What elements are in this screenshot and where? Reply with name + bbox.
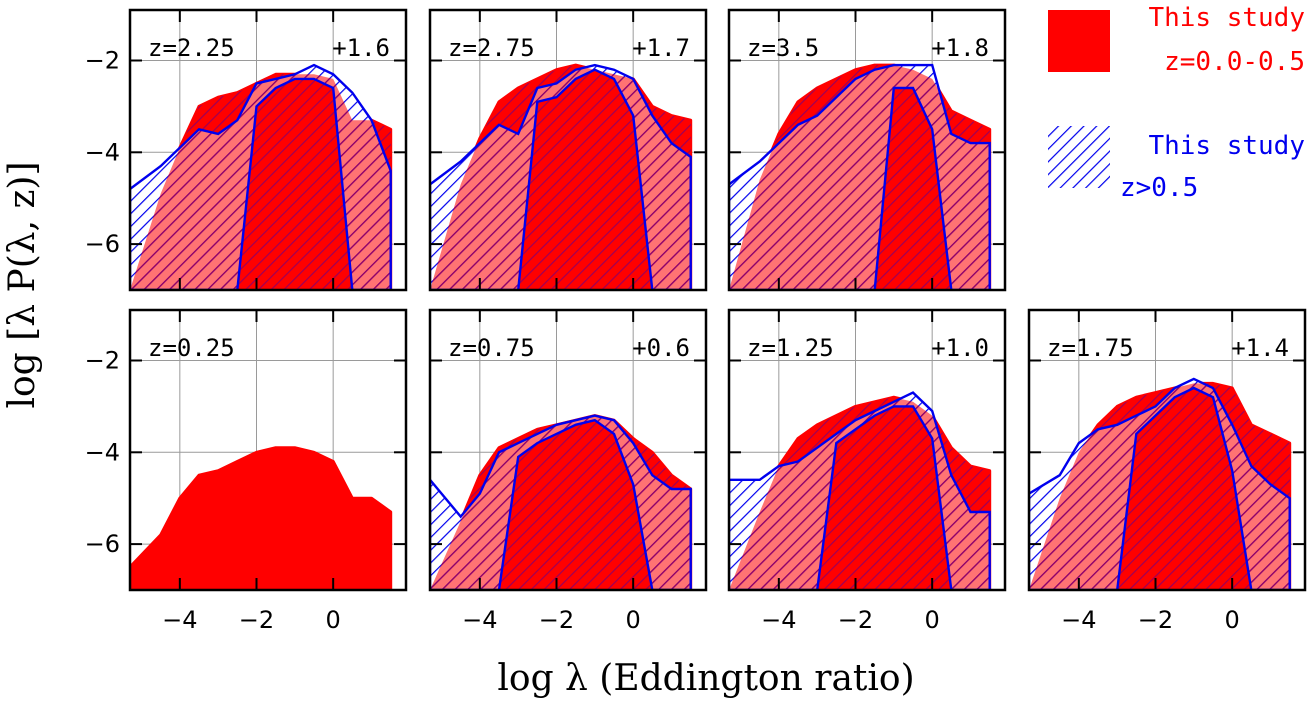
panel-z-label: z=2.25 <box>148 34 235 62</box>
panels-group: −6−4−2 z=2.25 +1.6 z=2.75 +1.7 z=3.5 +1.8−6−4−… <box>85 8 1307 634</box>
legend-red-line2: z=0.0-0.5 <box>1164 47 1305 77</box>
panel-3: z=3.5 +1.8 <box>727 8 1007 292</box>
blue-band-outline <box>729 63 991 290</box>
y-tick-label: −6 <box>85 230 120 258</box>
panel-z-label: z=1.75 <box>1047 334 1134 362</box>
x-tick-label: 0 <box>925 606 940 634</box>
legend-blue-line2: z>0.5 <box>1120 173 1198 203</box>
x-tick-label: −2 <box>239 606 274 634</box>
data-area <box>1029 377 1292 590</box>
panel-offset-label: +0.6 <box>632 334 690 362</box>
panel-frame <box>128 8 408 292</box>
panel-z-label: z=0.75 <box>448 334 535 362</box>
panel-offset-label: +1.8 <box>931 34 989 62</box>
legend-swatch-red <box>1048 10 1110 72</box>
red-tint-overlay <box>130 74 391 290</box>
panel-frame <box>727 8 1007 292</box>
panel-z-label: z=1.25 <box>747 334 834 362</box>
panel-offset-label: +1.7 <box>632 34 690 62</box>
x-tick-label: −4 <box>162 606 197 634</box>
red-tint-overlay <box>430 415 691 590</box>
legend-red-line1: This study <box>1148 3 1305 33</box>
data-area <box>130 63 393 290</box>
y-tick-label: −6 <box>85 530 120 558</box>
blue-band-outline <box>430 414 692 590</box>
x-tick-label: −4 <box>462 606 497 634</box>
x-tick-label: 0 <box>626 606 641 634</box>
blue-band-outline <box>430 63 692 290</box>
panel-2: z=2.75 +1.7 <box>428 8 708 292</box>
red-tint-overlay <box>729 397 990 590</box>
panel-frame <box>1027 308 1307 592</box>
red-band <box>130 446 393 590</box>
y-tick-label: −4 <box>85 138 120 166</box>
panel-z-label: z=2.75 <box>448 34 535 62</box>
x-tick-label: −2 <box>539 606 574 634</box>
panel-7: −4 −2 0 z=1.75 +1.4 <box>1027 308 1307 634</box>
x-tick-label: −4 <box>1061 606 1096 634</box>
x-tick-label: −2 <box>838 606 873 634</box>
x-tick-label: −4 <box>761 606 796 634</box>
y-tick-label: −4 <box>85 438 120 466</box>
red-tint-overlay <box>1029 383 1290 590</box>
data-area <box>130 446 393 590</box>
data-area <box>430 414 693 590</box>
y-tick-label: −2 <box>85 346 120 374</box>
x-tick-label: 0 <box>1225 606 1240 634</box>
blue-band-outline <box>729 391 991 590</box>
blue-band-outline <box>1029 377 1291 590</box>
panel-1: −6 −4 −2 z=2.25 +1.6 <box>85 8 408 292</box>
blue-band-outline <box>130 63 392 290</box>
panel-frame <box>428 8 708 292</box>
data-area <box>729 63 992 290</box>
panel-frame <box>428 308 708 592</box>
red-tint-overlay <box>729 65 990 290</box>
panel-4: −6 −4 −2 −4 −2 0 z=0.25 <box>85 308 408 634</box>
data-area <box>430 63 693 290</box>
y-tick-label: −2 <box>85 46 120 74</box>
data-area <box>729 391 992 590</box>
panel-offset-label: +1.4 <box>1231 334 1289 362</box>
panel-5: −4 −2 0 z=0.75 +0.6 <box>428 308 708 634</box>
panel-z-label: z=3.5 <box>747 34 819 62</box>
panel-6: −4 −2 0 z=1.25 +1.0 <box>727 308 1007 634</box>
x-tick-label: 0 <box>326 606 341 634</box>
x-axis-label: log λ (Eddington ratio) <box>497 658 914 699</box>
red-tint-overlay <box>430 65 691 290</box>
panel-frame <box>727 308 1007 592</box>
panel-frame <box>128 308 408 592</box>
legend-blue-line1: This study <box>1148 131 1305 161</box>
y-axis-label: log [λ P(λ, z)] <box>2 161 43 408</box>
legend: This study z=0.0-0.5 This study z>0.5 <box>1048 3 1305 203</box>
panel-offset-label: +1.6 <box>332 34 390 62</box>
legend-swatch-blue <box>1048 126 1110 188</box>
panel-z-label: z=0.25 <box>148 334 235 362</box>
panel-offset-label: +1.0 <box>931 334 989 362</box>
x-tick-label: −2 <box>1138 606 1173 634</box>
